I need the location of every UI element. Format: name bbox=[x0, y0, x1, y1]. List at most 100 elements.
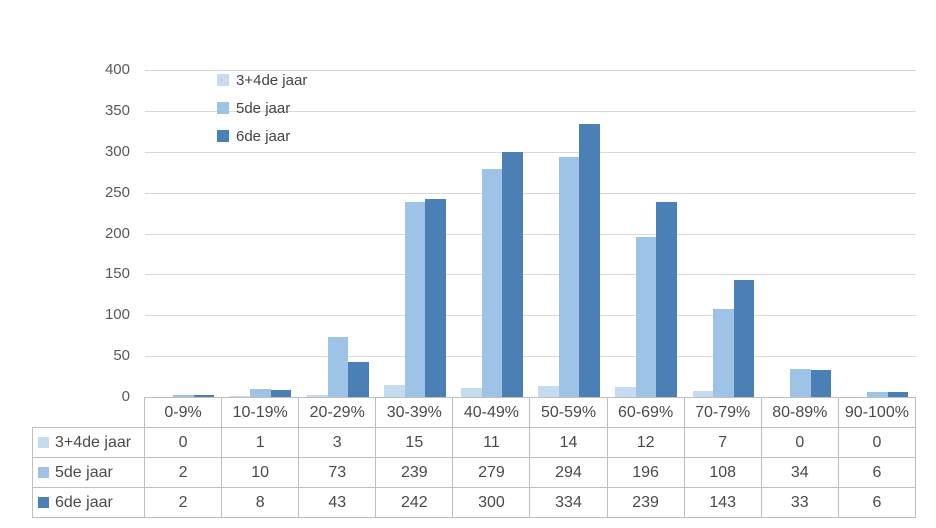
table-cell: 239 bbox=[606, 487, 685, 518]
table-cell: 3 bbox=[298, 427, 377, 458]
bar bbox=[656, 201, 677, 397]
series-swatch-icon bbox=[38, 496, 49, 508]
series-swatch-icon bbox=[38, 466, 49, 478]
table-cell: 7 bbox=[683, 427, 762, 458]
y-axis-tick-label: 0 bbox=[121, 388, 130, 405]
bar bbox=[635, 236, 657, 397]
table-header-cell: 80-89% bbox=[760, 397, 839, 428]
table-header-cell: 30-39% bbox=[375, 397, 454, 428]
table-cell: 34 bbox=[760, 457, 839, 488]
table-cell: 300 bbox=[452, 487, 531, 518]
legend-item: 5de jaar bbox=[217, 94, 307, 122]
table-cell: 2 bbox=[143, 487, 223, 518]
bar bbox=[692, 391, 713, 397]
gridline bbox=[145, 356, 916, 358]
bar bbox=[193, 395, 215, 397]
legend-item: 3+4de jaar bbox=[217, 66, 307, 94]
table-cell: 143 bbox=[683, 487, 762, 518]
bar bbox=[173, 395, 194, 397]
bar bbox=[270, 390, 292, 397]
legend-item: 6de jaar bbox=[217, 122, 307, 150]
bar bbox=[327, 337, 348, 397]
bar bbox=[481, 168, 503, 397]
y-axis-tick-label: 350 bbox=[104, 101, 130, 119]
table-blank-corner bbox=[33, 398, 145, 428]
table-cell: 8 bbox=[221, 487, 300, 518]
bar bbox=[867, 392, 888, 397]
bar bbox=[713, 308, 734, 397]
bar bbox=[615, 387, 636, 397]
table-cell: 279 bbox=[452, 457, 531, 488]
gridline bbox=[145, 110, 916, 112]
table-header-cell: 90-100% bbox=[837, 397, 917, 428]
table-cell: 1 bbox=[221, 427, 300, 458]
table-row: 5de jaar 2 10 73 239 279 294 196 108 34 6 bbox=[32, 457, 917, 488]
gridline bbox=[145, 315, 916, 317]
table-cell: 14 bbox=[529, 427, 608, 458]
bar bbox=[733, 280, 754, 397]
data-table: 0-9% 10-19% 20-29% 30-39% 40-49% 50-59% 60-69%… bbox=[32, 397, 917, 518]
y-axis-tick-label: 200 bbox=[104, 224, 130, 242]
table-cell: 0 bbox=[143, 427, 223, 458]
table-row: 6de jaar 2 8 43 242 300 334 239 143 33 6 bbox=[32, 487, 917, 518]
y-axis-tick-label: 300 bbox=[104, 142, 130, 160]
chart-legend: 3+4de jaar 5de jaar 6de jaar bbox=[217, 66, 307, 150]
table-cell: 10 bbox=[221, 457, 300, 488]
legend-label: 3+4de jaar bbox=[236, 71, 308, 89]
bar bbox=[538, 385, 559, 397]
gridline bbox=[145, 151, 916, 153]
bar bbox=[250, 388, 271, 397]
bar bbox=[307, 394, 328, 397]
table-header-row: 0-9% 10-19% 20-29% 30-39% 40-49% 50-59% 60-69%… bbox=[33, 397, 917, 428]
table-row-label: 6de jaar bbox=[32, 487, 145, 518]
table-cell: 43 bbox=[298, 487, 377, 518]
table-cell: 12 bbox=[606, 427, 685, 458]
y-axis-tick-label: 100 bbox=[104, 306, 130, 324]
table-header-cell: 70-79% bbox=[683, 397, 762, 428]
table-cell: 6 bbox=[837, 457, 917, 488]
table-header-cell: 0-9% bbox=[143, 397, 223, 428]
bar bbox=[502, 151, 523, 397]
bar bbox=[461, 388, 482, 397]
legend-label: 5de jaar bbox=[236, 99, 291, 117]
bar bbox=[425, 199, 446, 397]
gridline bbox=[145, 192, 916, 194]
gridline bbox=[145, 70, 916, 71]
table-cell: 6 bbox=[837, 487, 917, 518]
table-row-label: 5de jaar bbox=[32, 457, 145, 488]
table-cell: 2 bbox=[143, 457, 223, 488]
table-cell: 0 bbox=[837, 427, 917, 458]
table-cell: 33 bbox=[760, 487, 839, 518]
table-row: 3+4de jaar 0 1 3 15 11 14 12 7 0 0 bbox=[32, 427, 917, 458]
table-row-label: 3+4de jaar bbox=[32, 427, 145, 458]
bar bbox=[384, 384, 405, 397]
bar bbox=[348, 361, 369, 397]
legend-swatch-icon bbox=[217, 130, 229, 142]
y-axis-tick-label: 400 bbox=[104, 61, 130, 78]
legend-swatch-icon bbox=[217, 102, 229, 114]
bar bbox=[558, 156, 580, 397]
table-cell: 239 bbox=[375, 457, 454, 488]
bar bbox=[579, 123, 600, 397]
table-header-cell: 20-29% bbox=[298, 397, 377, 428]
table-header-cell: 10-19% bbox=[221, 397, 300, 428]
y-axis-tick-label: 250 bbox=[104, 183, 130, 201]
table-header-cell: 50-59% bbox=[529, 397, 608, 428]
table-cell: 294 bbox=[529, 457, 608, 488]
bar bbox=[229, 395, 251, 397]
table-cell: 242 bbox=[375, 487, 454, 518]
bar bbox=[790, 369, 811, 397]
bar bbox=[810, 370, 832, 397]
series-swatch-icon bbox=[38, 436, 49, 448]
legend-swatch-icon bbox=[217, 74, 229, 86]
legend-label: 6de jaar bbox=[236, 127, 291, 145]
table-cell: 11 bbox=[452, 427, 531, 458]
table-cell: 0 bbox=[760, 427, 839, 458]
bar bbox=[887, 392, 909, 397]
bar bbox=[404, 201, 426, 397]
gridline bbox=[145, 233, 916, 235]
table-header-cell: 40-49% bbox=[452, 397, 531, 428]
table-header-cell: 60-69% bbox=[606, 397, 685, 428]
table-cell: 73 bbox=[298, 457, 377, 488]
